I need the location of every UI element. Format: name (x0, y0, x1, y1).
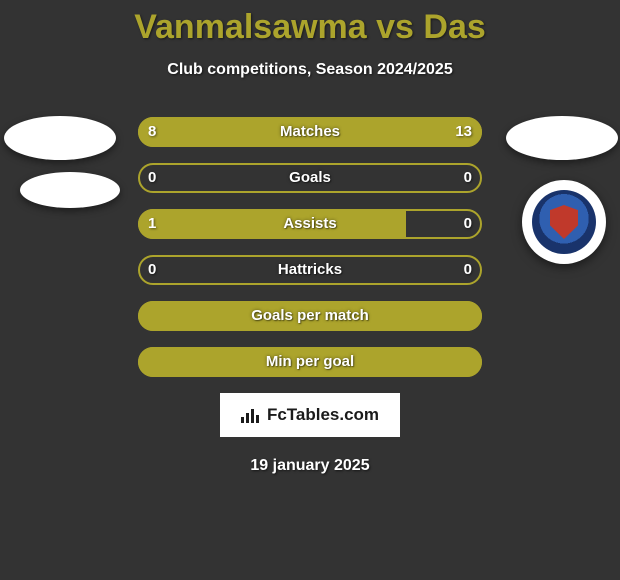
stat-row: 00Hattricks (138, 255, 482, 285)
stat-label: Goals per match (138, 301, 482, 331)
page-subtitle: Club competitions, Season 2024/2025 (0, 61, 620, 79)
stat-label: Matches (138, 117, 482, 147)
stat-row: Min per goal (138, 347, 482, 377)
stat-label: Goals (138, 163, 482, 193)
stat-label: Min per goal (138, 347, 482, 377)
stat-label: Assists (138, 209, 482, 239)
stat-row: 813Matches (138, 117, 482, 147)
stat-row: 00Goals (138, 163, 482, 193)
stat-row: 10Assists (138, 209, 482, 239)
footer-brand-text: FcTables.com (267, 405, 379, 425)
bar-chart-icon (241, 407, 261, 423)
page-title: Vanmalsawma vs Das (0, 0, 620, 47)
footer-brand: FcTables.com (220, 393, 400, 437)
stat-label: Hattricks (138, 255, 482, 285)
stats-area: 813Matches 00Goals 10Assists 00Hattricks Goa… (0, 117, 620, 377)
stat-row: Goals per match (138, 301, 482, 331)
date-stamp: 19 january 2025 (0, 457, 620, 475)
